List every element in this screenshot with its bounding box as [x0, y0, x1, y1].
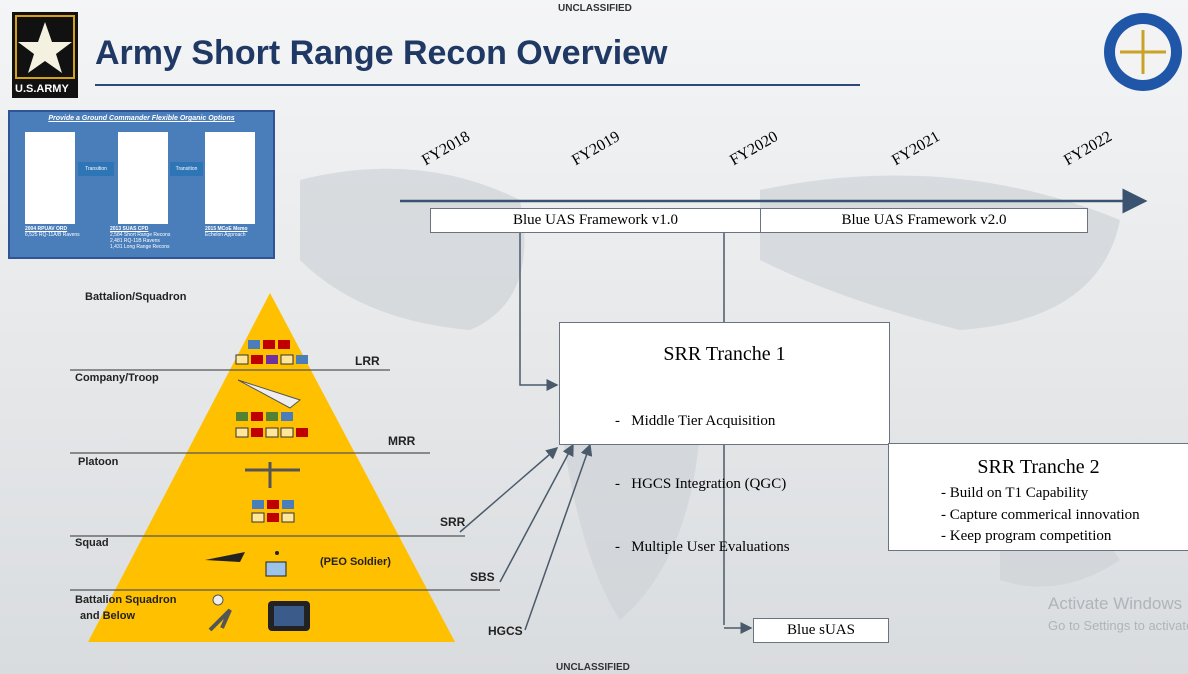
doc-page [25, 132, 75, 224]
doc-page [205, 132, 255, 224]
transition: Transition [170, 162, 203, 176]
army-logo-text: U.S.ARMY [15, 83, 69, 95]
thumb-heading: Provide a Ground Commander Flexible Orga… [10, 115, 273, 122]
peo-logo [1104, 13, 1182, 91]
tranche-title: SRR Tranche 1 [560, 343, 889, 366]
doc-page [118, 132, 168, 224]
echelon-label: Squad [75, 537, 109, 549]
thumbnail: Provide a Ground Commander Flexible Orga… [8, 110, 275, 259]
echelon-label: Battalion Squadron [75, 594, 176, 606]
watermark: Activate Windows Go to Settings to activ… [1048, 594, 1188, 633]
tier-label: MRR [388, 434, 415, 448]
slide: UNCLASSIFIED Army Short Range Recon Over… [0, 0, 1188, 674]
watermark-line: Go to Settings to activate Windows. [1048, 618, 1188, 633]
echelon-label: and Below [80, 610, 135, 622]
tier-label: LRR [355, 354, 380, 368]
tranche-title: SRR Tranche 2 [889, 456, 1188, 479]
tier-label: HGCS [488, 624, 523, 638]
tranche-list: - Middle Tier Acquisition - HGCS Integra… [615, 369, 790, 600]
tranche-item: - Build on T1 Capability [941, 483, 1140, 505]
peo-soldier: (PEO Soldier) [320, 556, 391, 568]
doc-bullet: 6,525 RQ-11A/B Ravens [25, 232, 80, 238]
framework-box: Blue UAS Framework v1.0 [430, 208, 761, 233]
tranche-item: - Keep program competition [941, 526, 1140, 548]
tranche-item: - Capture commerical innovation [941, 505, 1140, 527]
doc-bullet: 1,431 Long Range Recons [110, 244, 170, 250]
tier-label: SBS [470, 570, 495, 584]
framework-box: Blue UAS Framework v2.0 [760, 208, 1088, 233]
classification: UNCLASSIFIED [558, 3, 632, 14]
tranche1-box: SRR Tranche 1 - Middle Tier Acquisition … [559, 322, 890, 445]
tranche-list: - Build on T1 Capability - Capture comme… [941, 483, 1140, 548]
blue-suas-box: Blue sUAS [753, 618, 889, 643]
title: Army Short Range Recon Overview [95, 34, 668, 73]
classification: UNCLASSIFIED [556, 662, 630, 673]
echelon-label: Platoon [78, 456, 118, 468]
doc-bullet: Echelon Approach [205, 232, 248, 238]
tier-label: SRR [440, 515, 465, 529]
tranche-item: - Middle Tier Acquisition [615, 411, 790, 432]
echelon-label: Battalion/Squadron [85, 291, 186, 303]
tranche-item: - Multiple User Evaluations [615, 537, 790, 558]
echelon-label: Company/Troop [75, 372, 159, 384]
transition: Transition [78, 162, 114, 176]
watermark-line: Activate Windows [1048, 594, 1188, 614]
tranche2-box: SRR Tranche 2 - Build on T1 Capability -… [888, 443, 1188, 551]
tranche-item: - HGCS Integration (QGC) [615, 474, 790, 495]
